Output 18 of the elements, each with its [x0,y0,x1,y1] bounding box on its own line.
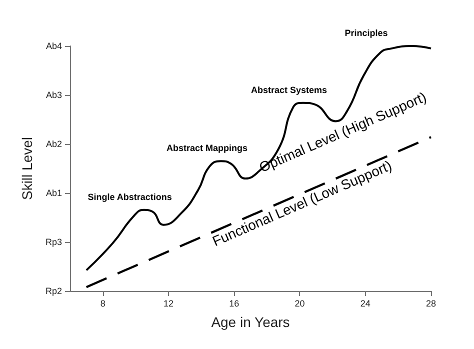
category-label: Ab2 [46,139,62,149]
category-label: Ab3 [46,90,62,100]
category-label: Ab4 [46,41,62,51]
annotation: Single Abstractions [88,192,172,202]
annotation: Abstract Systems [250,84,328,95]
x-tick-label: 24 [360,298,370,308]
x-tick-label: 28 [426,298,436,308]
x-axis-title: Age in Years [211,314,290,330]
x-tick-label: 12 [163,298,174,308]
x-tick-label: 20 [294,298,305,308]
x-tick-label: 16 [229,298,240,308]
y-axis-title: Skill Level [19,136,35,200]
annotation: Abstract Mappings [166,143,248,154]
text: Principles [344,28,388,38]
category-label: Rp2 [45,286,62,296]
x-tick-label: 8 [100,298,106,308]
category-label: Ab1 [46,188,62,198]
category-label: Rp3 [45,237,62,247]
